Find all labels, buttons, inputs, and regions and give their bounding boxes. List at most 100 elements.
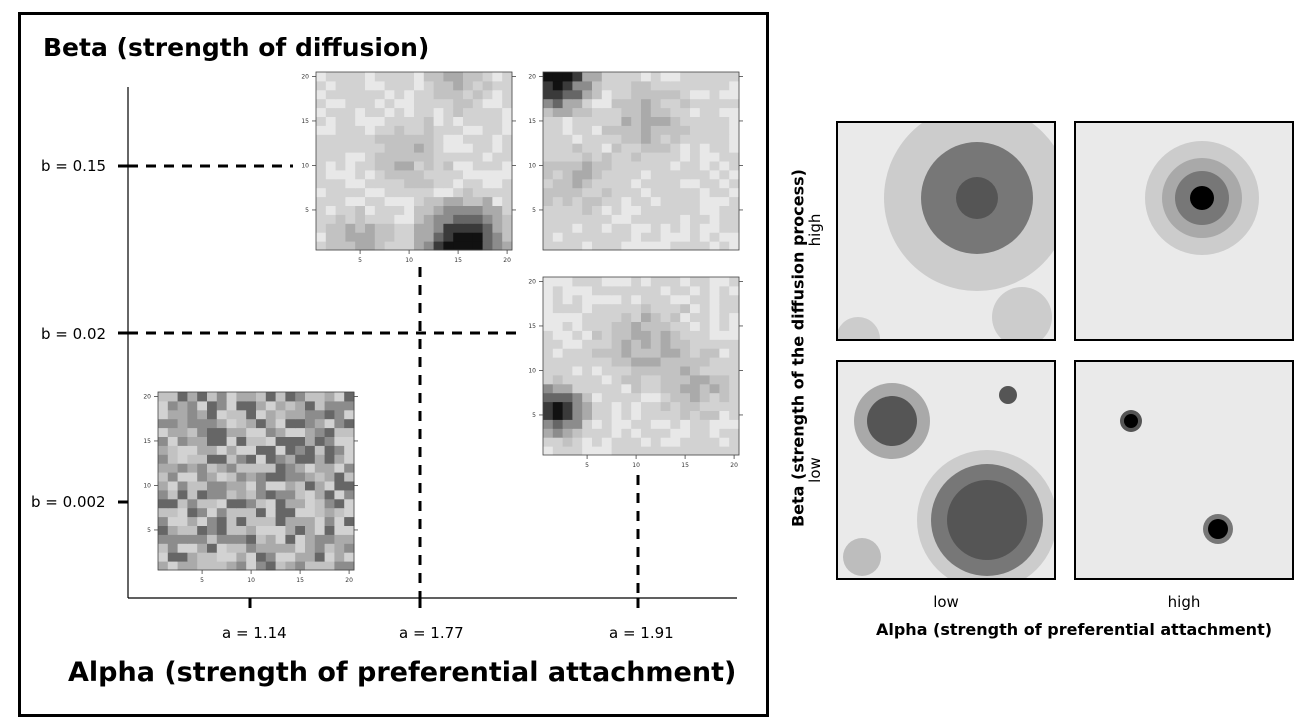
heatmap-cell [690,89,701,100]
heatmap-cell [226,552,237,562]
heatmap-cell [453,134,464,144]
heatmap-cell [552,178,564,189]
heatmap-cell [502,134,513,144]
heatmap-cell [709,294,720,305]
heatmap-cell [601,383,613,394]
heatmap-cell [660,312,671,322]
heatmap-cell [285,498,296,509]
heatmap-cell [334,445,345,455]
heatmap-cell [324,534,335,544]
heatmap-cell [719,366,730,376]
heatmap-cell [641,241,652,251]
heatmap-cell [187,454,198,464]
heatmap-cell [709,401,720,411]
heatmap-cell [660,80,671,91]
heatmap-cell [631,232,642,242]
heatmap-cell [325,161,337,171]
heatmap-cell [414,178,425,189]
heatmap-y-tick-label: 20 [528,278,536,285]
heatmap-cell [729,366,740,376]
heatmap-cell [719,116,730,126]
heatmap-cell [582,196,593,206]
heatmap-cell [592,348,603,358]
heatmap-cell [226,409,237,420]
heatmap-cell [414,169,425,180]
heatmap-cell [275,498,286,509]
heatmap-cell [582,419,593,429]
heatmap-cell [404,223,415,233]
heatmap-cell [582,348,593,358]
heatmap-cell [611,223,622,233]
heatmap-cell [699,205,711,215]
heatmap-cell [472,232,484,242]
heatmap-cell [572,294,583,305]
heatmap-cell [552,357,564,367]
heatmap-cell [719,383,730,394]
heatmap-cell [592,446,603,456]
heatmap-cell [670,205,681,215]
heatmap-cell [709,161,720,171]
heatmap-cell [670,89,681,100]
heatmap-cell [325,116,337,126]
heatmap-cell [226,516,237,526]
heatmap-cell [562,401,573,411]
heatmap-cell [177,454,188,464]
heatmap-cell [729,339,740,349]
heatmap-cell [187,498,198,509]
heatmap-cell [335,98,346,109]
heatmap-cell [690,383,701,394]
heatmap-cell [699,80,711,91]
heatmap-cell [314,472,326,482]
heatmap-cell [384,178,395,189]
heatmap-cell [592,205,603,215]
heatmap-cell [680,339,691,349]
heatmap-cell [374,214,386,224]
heatmap-cell [690,339,701,349]
heatmap-cell [572,285,583,296]
heatmap-cell [472,152,484,162]
heatmap-cell [680,214,691,224]
heatmap-cell [680,437,691,447]
heatmap-cell [344,561,355,571]
heatmap-cell [305,436,316,446]
heatmap-cell [670,348,681,358]
heatmap-cell [314,454,326,464]
heatmap-cell [344,552,355,562]
heatmap-cell [680,321,691,331]
heatmap-y-tick-label: 5 [305,207,309,214]
heatmap-cell [699,374,711,385]
heatmap-cell [226,525,237,535]
heatmap-cell [670,303,681,314]
heatmap-cell [572,196,583,206]
heatmap-cell [699,116,711,126]
heatmap-cell [709,107,720,117]
heatmap-cell [344,534,355,544]
heatmap-x-tick-label: 10 [247,577,255,584]
heatmap-cell [197,534,208,544]
heatmap-cell [650,277,662,287]
heatmap-cell [543,125,554,135]
heatmap-cell [344,409,355,420]
heatmap-cell [492,187,503,198]
heatmap-cell [207,534,218,544]
heatmap-cell [345,161,356,171]
heatmap-cell [729,89,740,100]
heatmap-y-tick-label: 10 [528,367,536,374]
heatmap-cell [611,214,622,224]
heatmap-cell [729,125,740,135]
heatmap-cell [631,277,642,287]
heatmap-cell [482,169,493,180]
heatmap-cell [670,339,681,349]
heatmap-cell [699,107,711,117]
heatmap-cell [621,223,632,233]
heatmap-cell [543,366,554,376]
heatmap-cell [384,98,395,109]
heatmap-cell [285,445,296,455]
panel-high-low-svg [838,123,1054,339]
heatmap-cell [709,232,720,242]
heatmap-cell [334,534,345,544]
heatmap-cell [344,507,355,518]
heatmap-cell [641,348,652,358]
heatmap-cell [650,80,662,91]
left-panel: Beta (strength of diffusion) b = 0.15 b … [18,12,769,717]
